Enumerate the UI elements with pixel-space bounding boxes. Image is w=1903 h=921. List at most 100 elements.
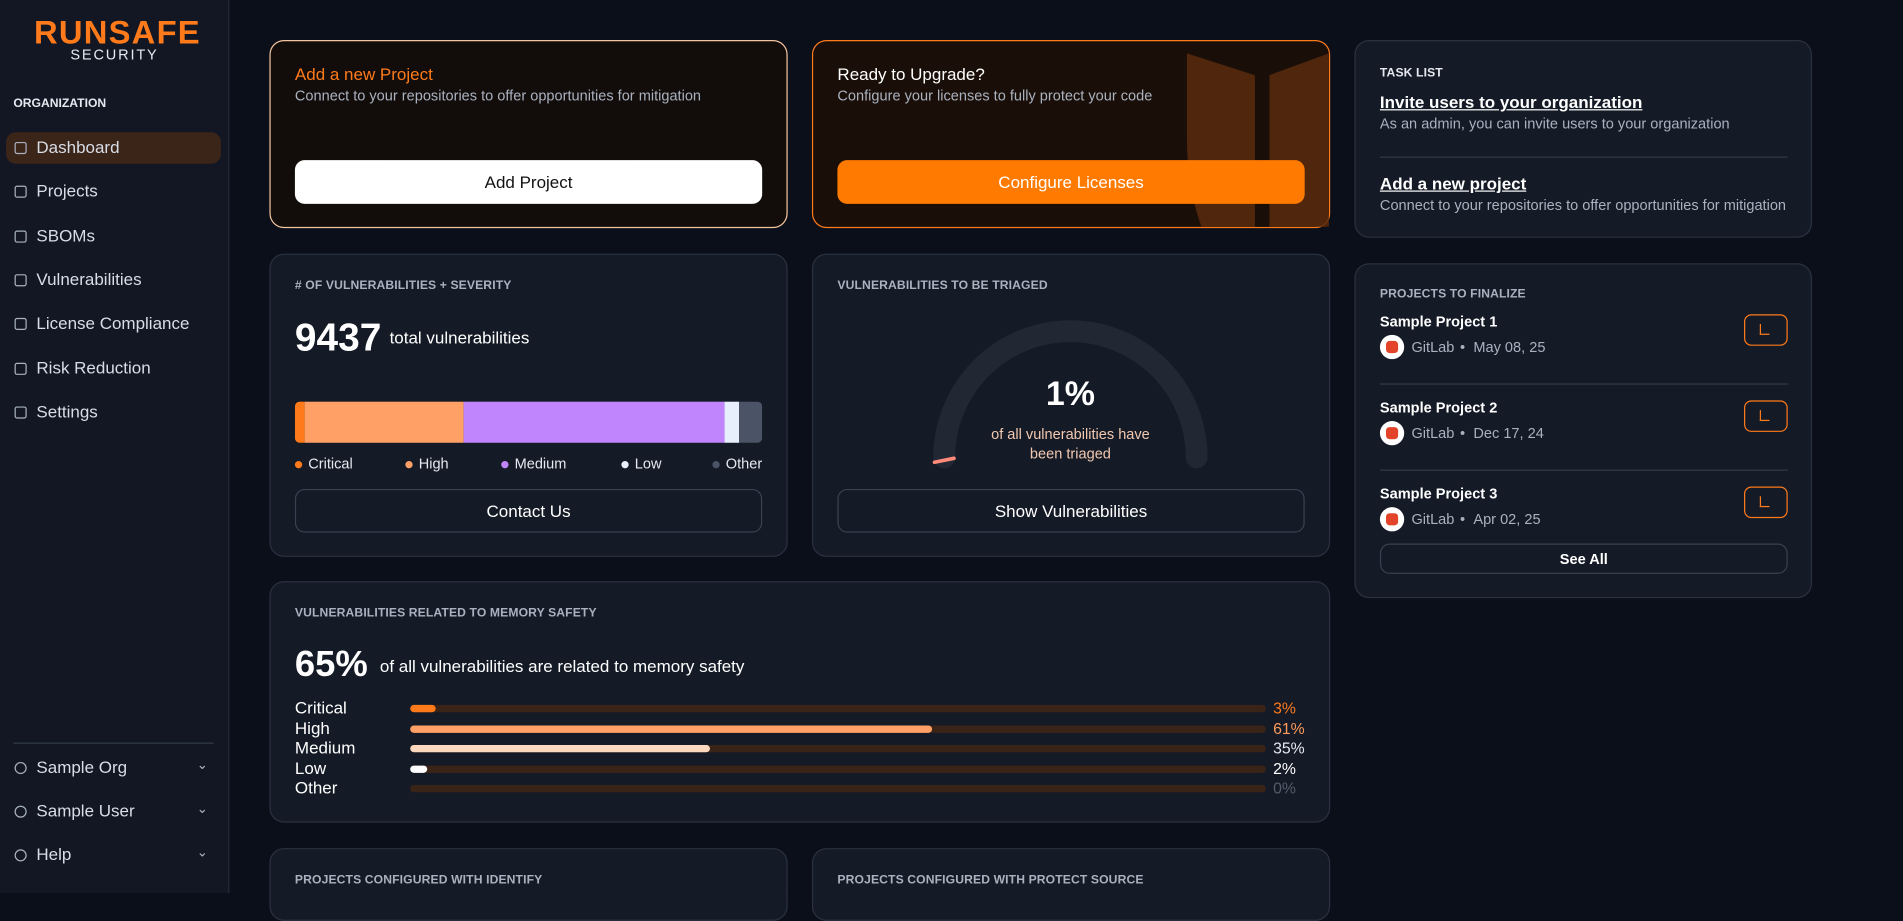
severity-segment	[294, 401, 305, 443]
task-text: As an admin, you can invite users to you…	[1379, 115, 1730, 133]
add-project-button[interactable]: Add Project	[294, 160, 763, 204]
branch-icon	[1759, 410, 1770, 422]
footer-icon	[14, 805, 27, 818]
separator-dot: •	[1460, 424, 1466, 442]
memory-category: Low	[294, 757, 327, 778]
project-date: Apr 02, 25	[1473, 510, 1541, 528]
nav-item[interactable]: Projects	[36, 181, 98, 201]
footer-item[interactable]: Sample Org	[36, 757, 128, 777]
card-caption: PROJECTS TO FINALIZE	[1379, 287, 1526, 301]
severity-segment	[463, 401, 725, 443]
gitlab-mark	[1385, 513, 1399, 526]
configure-button[interactable]: Configure Licenses	[837, 160, 1305, 204]
separator-dot: •	[1460, 338, 1466, 356]
nav-item[interactable]: Dashboard	[36, 137, 120, 157]
severity-segment	[304, 401, 464, 443]
branch-icon	[1759, 323, 1770, 335]
finalize-button[interactable]	[1744, 486, 1788, 519]
see-all-button[interactable]: See All	[1379, 543, 1788, 574]
card-text: Configure your licenses to fully protect…	[837, 87, 1153, 105]
memory-value-label: 61%	[1273, 718, 1305, 738]
nav-icon	[14, 406, 27, 419]
project-date: May 08, 25	[1473, 338, 1546, 356]
memory-track	[410, 785, 1266, 793]
project-name: Sample Project 3	[1379, 485, 1498, 503]
triage-card	[811, 253, 1331, 557]
legend-dot	[294, 461, 303, 469]
card-caption: TASK LIST	[1379, 66, 1443, 81]
memory-category: Medium	[294, 737, 356, 758]
legend-label: Critical	[308, 454, 353, 472]
legend-label: High	[418, 454, 449, 472]
contact-button[interactable]: Contact Us	[294, 488, 763, 533]
footer-icon	[14, 761, 27, 775]
task-link[interactable]: Invite users to your organization	[1379, 92, 1643, 112]
chevron: ⌄	[196, 801, 208, 817]
finalize-button[interactable]	[1744, 314, 1788, 346]
chevron: ⌄	[196, 758, 208, 773]
nav-icon	[14, 274, 27, 287]
task-text: Connect to your repositories to offer op…	[1379, 196, 1787, 214]
legend-label: Low	[634, 454, 662, 472]
sidebar-divider	[13, 742, 214, 744]
card-title: Add a new Project	[294, 64, 433, 84]
memory-card	[269, 581, 1331, 823]
finalize-button[interactable]	[1744, 400, 1788, 432]
task-link[interactable]: Add a new project	[1379, 173, 1527, 193]
gauge-label: 1%	[1045, 374, 1095, 413]
project-source: GitLab	[1411, 338, 1455, 356]
nav-item[interactable]: Vulnerabilities	[36, 269, 142, 289]
legend-dot	[621, 461, 629, 469]
memory-value-label: 0%	[1273, 778, 1296, 798]
card-caption: VULNERABILITIES RELATED TO MEMORY SAFETY	[294, 606, 597, 620]
memory-value-label: 35%	[1273, 738, 1305, 758]
memory-category: High	[294, 717, 330, 738]
memory-bar	[410, 704, 436, 713]
total-text: total vulnerabilities	[389, 327, 530, 348]
footer-icon	[14, 849, 27, 862]
memory-track	[410, 764, 1266, 773]
memory-bar	[410, 744, 710, 753]
gauge-text: of all vulnerabilities have been triaged	[991, 425, 1150, 463]
show-vulns-button[interactable]: Show Vulnerabilities	[837, 488, 1305, 533]
card-text: Connect to your repositories to offer op…	[294, 87, 702, 105]
memory-bar	[410, 724, 933, 733]
finalize-card	[1354, 263, 1812, 599]
branch-icon	[1759, 496, 1770, 508]
project-source: GitLab	[1411, 424, 1455, 442]
gauge-value	[932, 456, 956, 465]
nav-item[interactable]: Settings	[36, 401, 98, 421]
gitlab-mark	[1385, 427, 1399, 440]
memory-text: of all vulnerabilities are related to me…	[379, 656, 745, 676]
nav-item[interactable]: SBOMs	[36, 225, 95, 245]
nav-icon	[14, 185, 27, 199]
project-divider	[1379, 469, 1788, 471]
logo: RUNSAFE	[33, 14, 201, 51]
legend-label: Other	[725, 454, 763, 472]
nav-icon	[14, 362, 27, 375]
chevron: ⌄	[196, 845, 208, 861]
project-name: Sample Project 1	[1379, 313, 1498, 331]
card-caption: PROJECTS CONFIGURED WITH PROTECT SOURCE	[837, 873, 1144, 887]
card-caption: VULNERABILITIES TO BE TRIAGED	[837, 279, 1048, 293]
memory-value-label: 3%	[1273, 698, 1296, 718]
task-list-card	[1354, 40, 1812, 238]
footer-item[interactable]: Sample User	[36, 800, 135, 821]
project-date: Dec 17, 24	[1473, 424, 1544, 442]
card-caption: # OF VULNERABILITIES + SEVERITY	[294, 279, 512, 293]
memory-track	[410, 744, 1266, 753]
footer-item[interactable]: Help	[36, 844, 72, 864]
severity-segment	[738, 401, 763, 443]
gitlab-mark	[1385, 340, 1399, 354]
total-value: 9437	[294, 315, 382, 360]
nav-icon	[14, 141, 27, 155]
triage-gauge	[932, 320, 1208, 469]
memory-bar	[410, 764, 428, 773]
legend-label: Medium	[514, 454, 567, 472]
memory-track	[410, 704, 1266, 713]
nav-item[interactable]: Risk Reduction	[36, 357, 151, 377]
gauge-track	[933, 320, 1208, 469]
nav-icon	[14, 230, 27, 243]
nav-item[interactable]: License Compliance	[36, 313, 190, 333]
page: RUNSAFE SECURITY ORGANIZATION Dashboard Proj…	[6, 0, 1812, 921]
